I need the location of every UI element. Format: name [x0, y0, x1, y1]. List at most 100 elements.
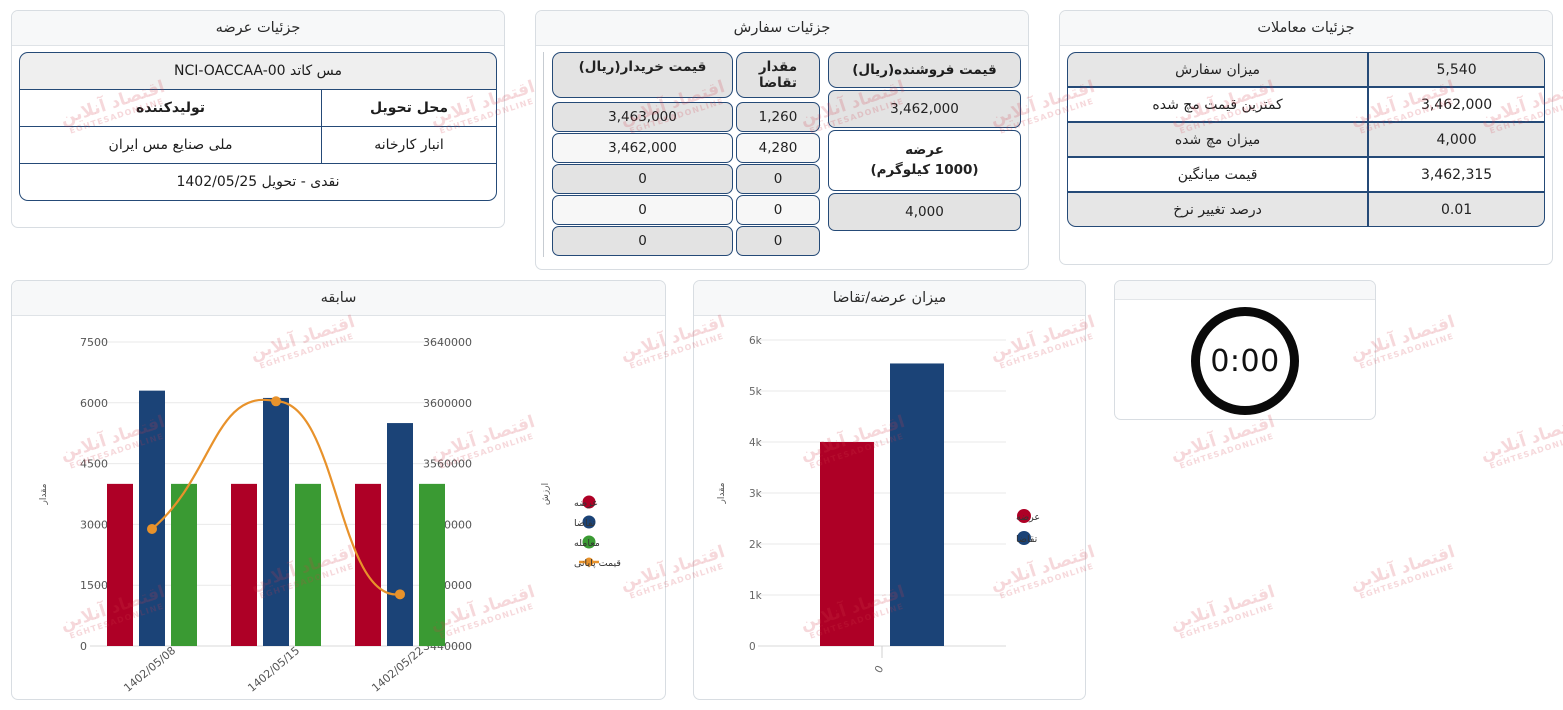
legend-label-معامله: معامله	[574, 538, 600, 549]
offer-label-line2: (1000 کیلوگرم)	[870, 161, 979, 178]
bar-عرضه-2	[355, 483, 381, 646]
y-tick-label: 6000	[80, 397, 108, 410]
price-point-1	[271, 396, 281, 407]
history-svg: 0150030004500600075003440000348000035200…	[39, 336, 621, 695]
supply-demand-chart-title: میزان عرضه/تقاضا	[694, 281, 1085, 316]
y-axis-label: مقدار	[39, 483, 49, 505]
supply-value-row: انبار کارخانه ملی صنایع مس ایران	[19, 127, 497, 164]
supply-footer: نقدی - تحویل 1402/05/25	[19, 164, 497, 201]
countdown-timer-panel: 0:00	[1114, 280, 1376, 420]
bar-عرضه-0	[107, 483, 133, 646]
product-name: مس کاتد NCI-OACCAA-00	[19, 52, 497, 90]
timer-value: 0:00	[1210, 343, 1280, 379]
seller-column: قیمت فروشنده(ریال) 3,462,000 عرضه (1000 …	[828, 52, 1021, 257]
trade-details-title: جزئیات معاملات	[1060, 11, 1552, 46]
orderbook-row-4: 0 0	[552, 226, 820, 257]
supply-details-body: مس کاتد NCI-OACCAA-00 محل تحویل تولیدکنن…	[12, 46, 504, 209]
hist-legend: عرضه تقاضا معامله قیمت پایانی	[574, 495, 621, 569]
delivery-place-label: محل تحویل	[321, 90, 497, 127]
watermark: اقتصاد آنلاین EGHTESADONLINE	[1167, 581, 1278, 641]
bar-معامله-1	[295, 483, 321, 646]
y2-axis-label: ارزش	[541, 483, 551, 505]
y-tick-label: 4500	[80, 458, 108, 471]
timer-circle: 0:00	[1191, 307, 1299, 415]
offer-value: 4,000	[828, 193, 1021, 232]
y-tick-label: 2k	[749, 539, 763, 551]
bar-تقاضا-1	[263, 397, 289, 646]
orderbook-qty-0: 1,260	[736, 102, 820, 132]
x-tick-label: 1402/05/08	[121, 644, 178, 695]
orderbook-price-3: 0	[552, 195, 733, 225]
y-tick-label: 0	[80, 640, 87, 653]
hist-plot: 0150030004500600075003440000348000035200…	[39, 336, 551, 695]
legend-label-قیمت پایانی: قیمت پایانی	[574, 558, 621, 569]
legend-marker-تقاضا[interactable]	[582, 515, 596, 529]
order-details-title: جزئیات سفارش	[536, 11, 1028, 46]
bar-تقاضا-2	[387, 423, 413, 646]
y-tick-label: 3000	[80, 518, 108, 531]
legend-label-تقاضا: تقاضا	[574, 518, 596, 529]
legend-dot-قیمت پایانی[interactable]	[584, 557, 594, 567]
buy-price-header: قیمت خریدار(ریال)	[552, 52, 733, 98]
bar-عرضه	[820, 442, 874, 646]
legend-marker-عرضه[interactable]	[1017, 509, 1031, 523]
bar-معامله-2	[419, 483, 445, 646]
orderbook-qty-2: 0	[736, 164, 820, 194]
legend-label-عرضه: عرضه	[1016, 512, 1040, 523]
trade-label-3: قیمت میانگین	[1067, 157, 1369, 192]
supply-header-row: محل تحویل تولیدکننده	[19, 90, 497, 127]
y-tick-label: 0	[749, 641, 756, 653]
y-tick-label: 7500	[80, 336, 108, 349]
bar-عرضه-1	[231, 483, 257, 646]
watermark: اقتصاد آنلاین EGHTESADONLINE	[1347, 541, 1458, 601]
trade-value-3: 3,462,315	[1368, 157, 1545, 192]
bar-معامله-0	[171, 483, 197, 646]
supply-details-panel: جزئیات عرضه مس کاتد NCI-OACCAA-00 محل تح…	[11, 10, 505, 228]
price-point-0	[147, 523, 157, 534]
buyer-orderbook: مقدار تقاضا قیمت خریدار(ریال) 1,260 3,46…	[543, 52, 820, 257]
order-details-panel: جزئیات سفارش قیمت فروشنده(ریال) 3,462,00…	[535, 10, 1029, 270]
order-details-body: قیمت فروشنده(ریال) 3,462,000 عرضه (1000 …	[536, 46, 1028, 265]
orderbook-price-4: 0	[552, 226, 733, 256]
orderbook-price-0: 3,463,000	[552, 102, 733, 132]
y2-tick-label: 3560000	[423, 458, 472, 471]
demand-qty-header: مقدار تقاضا	[736, 52, 820, 98]
trade-details-table: 5,540 میزان سفارش 3,462,000 کمترین قیمت …	[1067, 52, 1545, 227]
table-row: 3,462,000 کمترین قیمت مچ شده	[1067, 87, 1545, 122]
timer-header	[1115, 281, 1375, 300]
history-chart-title: سابقه	[12, 281, 665, 316]
y2-tick-label: 3600000	[423, 397, 472, 410]
seller-price-header: قیمت فروشنده(ریال)	[828, 52, 1021, 88]
y-tick-label: 4k	[749, 437, 763, 449]
bar-تقاضا	[890, 363, 944, 646]
trade-details-body: 5,540 میزان سفارش 3,462,000 کمترین قیمت …	[1060, 46, 1552, 235]
y2-tick-label: 3640000	[423, 336, 472, 349]
trade-value-1: 3,462,000	[1368, 87, 1545, 122]
legend-marker-تقاضا[interactable]	[1017, 531, 1031, 545]
history-chart-panel: سابقه 0 1500 3000 4500 6000 7500 3440000 348000…	[11, 280, 666, 700]
watermark: اقتصاد آنلاین EGHTESADONLINE	[1167, 411, 1278, 471]
orderbook-row-1: 4,280 3,462,000	[552, 133, 820, 164]
x-tick-label: 1402/05/15	[245, 644, 302, 695]
supply-details-title: جزئیات عرضه	[12, 11, 504, 46]
y-tick-label: 6k	[749, 335, 763, 347]
trade-label-4: درصد تغییر نرخ	[1067, 192, 1369, 227]
x-tick-label: 1402/05/22	[369, 644, 426, 695]
sd-plot: 0 1k 2k 3k 4k 5k 6k 0 مقدار	[717, 335, 1006, 675]
table-row: 3,462,315 قیمت میانگین	[1067, 157, 1545, 192]
legend-marker-عرضه[interactable]	[582, 495, 596, 509]
trade-value-2: 4,000	[1368, 122, 1545, 157]
table-row: 5,540 میزان سفارش	[1067, 52, 1545, 87]
price-point-2	[395, 589, 405, 600]
y-axis-label: مقدار	[717, 482, 727, 504]
bar-تقاضا-0	[139, 390, 165, 646]
legend-label-تقاضا: تقاضا	[1016, 534, 1038, 545]
legend-marker-معامله[interactable]	[582, 535, 596, 549]
trade-value-0: 5,540	[1368, 52, 1545, 87]
orderbook-qty-1: 4,280	[736, 133, 820, 163]
orderbook-row-0: 1,260 3,463,000	[552, 102, 820, 133]
y-tick-label: 1k	[749, 590, 763, 602]
supply-demand-svg: 0 1k 2k 3k 4k 5k 6k 0 مقدار عرضه تقاضا	[717, 335, 1040, 675]
seller-price-value: 3,462,000	[828, 90, 1021, 128]
